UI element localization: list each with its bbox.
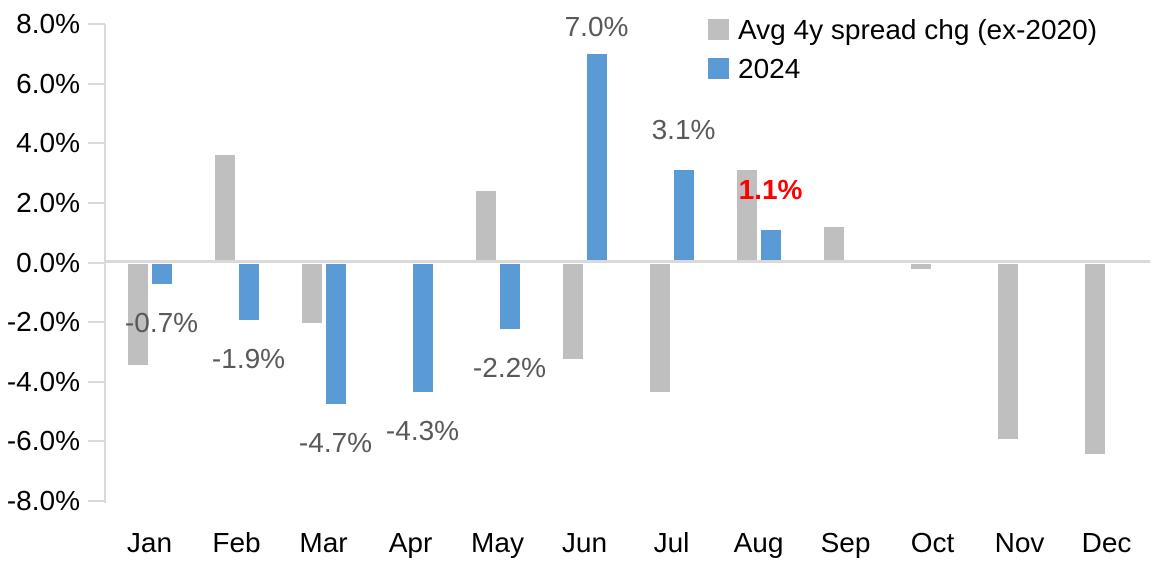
legend-item-avg: Avg 4y spread chg (ex-2020): [708, 10, 1097, 49]
y-tick-label: 8.0%: [16, 8, 80, 39]
bar-2024-jan: [151, 263, 172, 285]
bar-avg-feb: [214, 155, 235, 263]
y-tick-mark: [88, 380, 105, 383]
y-tick-label: -8.0%: [6, 485, 80, 516]
y-tick-mark: [88, 440, 105, 443]
legend-label-2024: 2024: [738, 52, 801, 84]
bar-avg-jun: [562, 263, 583, 359]
y-tick-mark: [88, 500, 105, 502]
bar-2024-jul: [673, 170, 694, 263]
bar-avg-jan: [127, 263, 148, 365]
y-tick-label: -2.0%: [6, 306, 80, 338]
x-tick-label-mar: Mar: [299, 527, 348, 558]
y-tick-label: 0.0%: [16, 246, 80, 278]
bar-2024-feb: [238, 263, 259, 321]
bar-avg-sep: [823, 226, 844, 263]
x-tick-label-apr: Apr: [388, 527, 433, 558]
y-tick-label: -6.0%: [6, 425, 80, 457]
y-tick-label: 4.0%: [16, 127, 80, 159]
legend-label-avg: Avg 4y spread chg (ex-2020): [738, 13, 1098, 45]
bar-avg-dec: [1084, 263, 1105, 455]
legend-swatch-2024-icon: [708, 58, 729, 79]
x-tick-label-dec: Dec: [1081, 527, 1132, 558]
y-tick-mark: [88, 321, 105, 324]
x-tick-label-jun: Jun: [561, 527, 608, 558]
y-tick-mark: [88, 23, 105, 25]
x-tick-label-oct: Oct: [910, 527, 955, 558]
x-tick-label-jul: Jul: [653, 527, 690, 558]
bar-2024-apr: [412, 263, 433, 392]
y-tick-mark: [88, 201, 105, 204]
y-tick-label: 2.0%: [16, 186, 80, 218]
y-tick-label: 6.0%: [16, 67, 80, 99]
bar-2024-jun: [586, 53, 607, 263]
y-tick-label: -4.0%: [6, 365, 80, 397]
legend-swatch-avg-icon: [708, 19, 729, 40]
y-axis-line: [104, 24, 106, 503]
y-tick-mark: [88, 261, 105, 264]
bar-avg-aug: [736, 170, 757, 263]
x-tick-label-sep: Sep: [820, 527, 871, 558]
zero-gridline: [105, 260, 1150, 263]
y-tick-mark: [88, 82, 105, 85]
data-label-jan: -0.7%: [124, 307, 199, 339]
data-label-mar: -4.7%: [298, 426, 373, 458]
y-tick-mark: [88, 142, 105, 145]
data-label-aug: 1.1%: [738, 173, 803, 205]
data-label-may: -2.2%: [472, 352, 547, 384]
x-tick-label-aug: Aug: [733, 527, 784, 558]
data-label-jul: 3.1%: [651, 114, 716, 146]
legend: Avg 4y spread chg (ex-2020) 2024: [708, 10, 1097, 88]
x-tick-label-feb: Feb: [212, 527, 261, 558]
bar-avg-jul: [649, 263, 670, 392]
bar-2024-aug: [760, 229, 781, 263]
bar-avg-oct: [910, 263, 931, 270]
bar-avg-may: [475, 190, 496, 263]
data-label-feb: -1.9%: [211, 343, 286, 375]
x-tick-label-jan: Jan: [126, 527, 173, 558]
legend-item-2024: 2024: [708, 49, 1097, 88]
data-label-jun: 7.0%: [564, 11, 629, 42]
bar-avg-nov: [997, 263, 1018, 440]
bar-2024-may: [499, 263, 520, 330]
x-tick-label-may: May: [471, 527, 524, 558]
x-tick-label-nov: Nov: [994, 527, 1045, 558]
data-label-apr: -4.3%: [385, 414, 460, 446]
bar-avg-mar: [301, 263, 322, 324]
bar-2024-mar: [325, 263, 346, 404]
